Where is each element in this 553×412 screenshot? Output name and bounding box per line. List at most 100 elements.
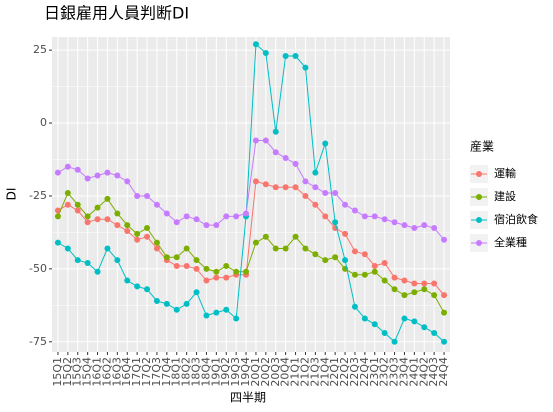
point xyxy=(411,289,418,296)
point xyxy=(252,137,259,144)
x-tick-label: 17Q2 xyxy=(140,357,153,387)
point xyxy=(74,207,81,214)
legend-point xyxy=(476,171,482,177)
series-line xyxy=(57,180,445,296)
point xyxy=(203,265,210,272)
point xyxy=(223,213,230,220)
point xyxy=(183,245,190,252)
point xyxy=(391,219,398,226)
x-tick-label: 19Q4 xyxy=(239,357,252,387)
point xyxy=(282,52,289,59)
point xyxy=(421,222,428,229)
point xyxy=(322,140,329,147)
point xyxy=(173,219,180,226)
point xyxy=(292,233,299,240)
point xyxy=(114,222,121,229)
point xyxy=(54,239,61,246)
point xyxy=(322,190,329,197)
point xyxy=(421,280,428,287)
point xyxy=(124,227,131,234)
point xyxy=(64,201,71,208)
point xyxy=(332,219,339,226)
point xyxy=(153,239,160,246)
point xyxy=(351,303,358,310)
y-tick-label: 25 xyxy=(33,43,47,56)
point xyxy=(292,160,299,167)
point xyxy=(144,225,151,232)
point xyxy=(282,155,289,162)
legend-point xyxy=(476,240,482,246)
x-tick-label: 19Q2 xyxy=(219,357,232,387)
legend-point xyxy=(476,194,482,200)
series-line xyxy=(57,192,445,313)
x-tick-label: 22Q2 xyxy=(338,357,351,387)
x-tick-label: 21Q1 xyxy=(289,357,302,387)
x-tick-label: 15Q1 xyxy=(51,357,64,387)
point xyxy=(213,274,220,281)
point xyxy=(322,257,329,264)
point xyxy=(74,166,81,173)
point xyxy=(351,248,358,255)
point xyxy=(84,213,91,220)
x-tick-label: 21Q4 xyxy=(318,357,331,387)
point xyxy=(74,201,81,208)
legend-label: 運輸 xyxy=(494,166,516,180)
point xyxy=(183,213,190,220)
point xyxy=(441,236,448,243)
x-tick-label: 16Q3 xyxy=(110,357,123,387)
point xyxy=(213,309,220,316)
point xyxy=(203,222,210,229)
point xyxy=(381,260,388,267)
point xyxy=(193,289,200,296)
point xyxy=(361,213,368,220)
x-tick-label: 21Q2 xyxy=(298,357,311,387)
point xyxy=(411,225,418,232)
y-tick-label: -50 xyxy=(29,262,47,275)
point xyxy=(64,245,71,252)
x-tick-label: 15Q3 xyxy=(71,357,84,387)
point xyxy=(233,315,240,322)
x-tick-label: 18Q3 xyxy=(190,357,203,387)
y-tick-label: -25 xyxy=(29,189,47,202)
point xyxy=(84,260,91,267)
point xyxy=(351,207,358,214)
point xyxy=(163,300,170,307)
point xyxy=(421,286,428,293)
point xyxy=(272,245,279,252)
point xyxy=(213,268,220,275)
legend-label: 宿泊飲食 xyxy=(494,212,538,226)
point xyxy=(163,254,170,261)
point xyxy=(252,239,259,246)
y-axis-title: DI xyxy=(5,188,19,201)
x-tick-label: 20Q4 xyxy=(279,357,292,387)
x-tick-label: 16Q2 xyxy=(100,357,113,387)
point xyxy=(262,50,269,57)
point xyxy=(371,213,378,220)
point xyxy=(391,286,398,293)
point xyxy=(272,184,279,191)
point xyxy=(401,315,408,322)
point xyxy=(74,257,81,264)
point xyxy=(153,297,160,304)
x-tick-label: 15Q4 xyxy=(81,357,94,387)
point xyxy=(282,245,289,252)
point xyxy=(203,312,210,319)
point xyxy=(104,216,111,223)
point xyxy=(421,324,428,331)
x-tick-label: 23Q4 xyxy=(397,357,410,387)
point xyxy=(124,178,131,185)
point xyxy=(114,210,121,217)
point xyxy=(262,233,269,240)
point xyxy=(431,225,438,232)
point xyxy=(84,219,91,226)
point xyxy=(84,175,91,182)
x-tick-label: 18Q1 xyxy=(170,357,183,387)
point xyxy=(124,222,131,229)
point xyxy=(134,236,141,243)
point xyxy=(94,216,101,223)
point xyxy=(371,268,378,275)
point xyxy=(361,315,368,322)
point xyxy=(391,338,398,345)
x-tick-label: 17Q1 xyxy=(130,357,143,387)
